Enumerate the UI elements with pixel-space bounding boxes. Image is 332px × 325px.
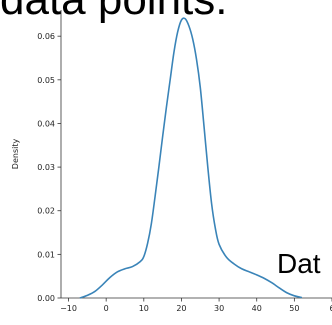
y-tick-label: 0.01: [37, 250, 55, 259]
overlay-text: Dat: [277, 248, 321, 279]
x-tick-label: 20: [176, 304, 186, 313]
y-tick-label: 0.06: [37, 32, 55, 41]
x-tick-label: 30: [214, 304, 224, 313]
banner-text: data points.: [0, 0, 228, 22]
y-tick-label: 0.00: [37, 294, 55, 303]
y-tick-label: 0.04: [37, 119, 55, 128]
density-curve: [79, 17, 303, 299]
x-tick-label: 50: [289, 304, 299, 313]
y-tick-label: 0.02: [37, 207, 55, 216]
y-axis-label: Density: [11, 139, 20, 170]
y-tick-label: 0.05: [37, 76, 55, 85]
x-tick-label: 6: [329, 304, 332, 313]
y-tick-label: 0.03: [37, 163, 55, 172]
x-tick-label: 40: [252, 304, 262, 313]
x-tick-label: 10: [139, 304, 149, 313]
x-tick-label: 0: [104, 304, 109, 313]
x-tick-label: −10: [60, 304, 77, 313]
